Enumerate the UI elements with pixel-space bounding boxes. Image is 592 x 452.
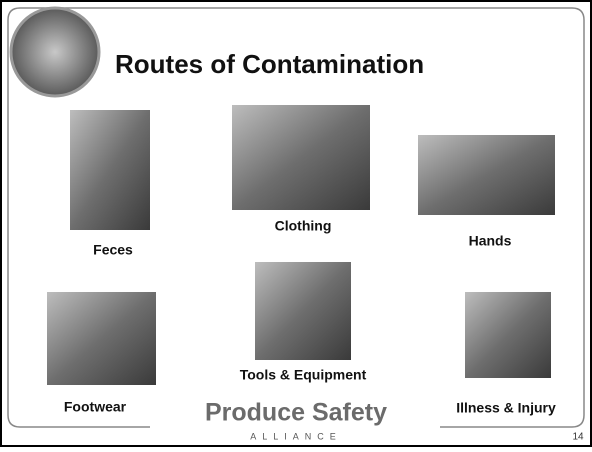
item-label: Tools & Equipment <box>240 367 367 383</box>
page: {"slide": { "title": "Routes of Contamin… <box>0 0 592 447</box>
photo-hands <box>418 135 555 215</box>
photo-footwear <box>47 292 156 385</box>
photo-illness <box>465 292 551 378</box>
item-label: Hands <box>469 233 512 249</box>
item-label: Clothing <box>275 218 332 234</box>
item-label: Feces <box>93 242 133 258</box>
slide: Routes of Contamination Feces Clothing H… <box>0 0 592 447</box>
photo-tools <box>255 262 351 360</box>
logo-sub: ALLIANCE <box>250 431 342 441</box>
page-number: 14 <box>572 432 584 443</box>
header-photo <box>11 8 99 96</box>
photo-feces <box>70 110 150 230</box>
logo-name: Produce Safety <box>205 399 387 427</box>
item-label: Illness & Injury <box>456 400 556 416</box>
slide-title: Routes of Contamination <box>115 49 424 79</box>
photo-clothing <box>232 105 370 210</box>
item-label: Footwear <box>64 399 127 415</box>
